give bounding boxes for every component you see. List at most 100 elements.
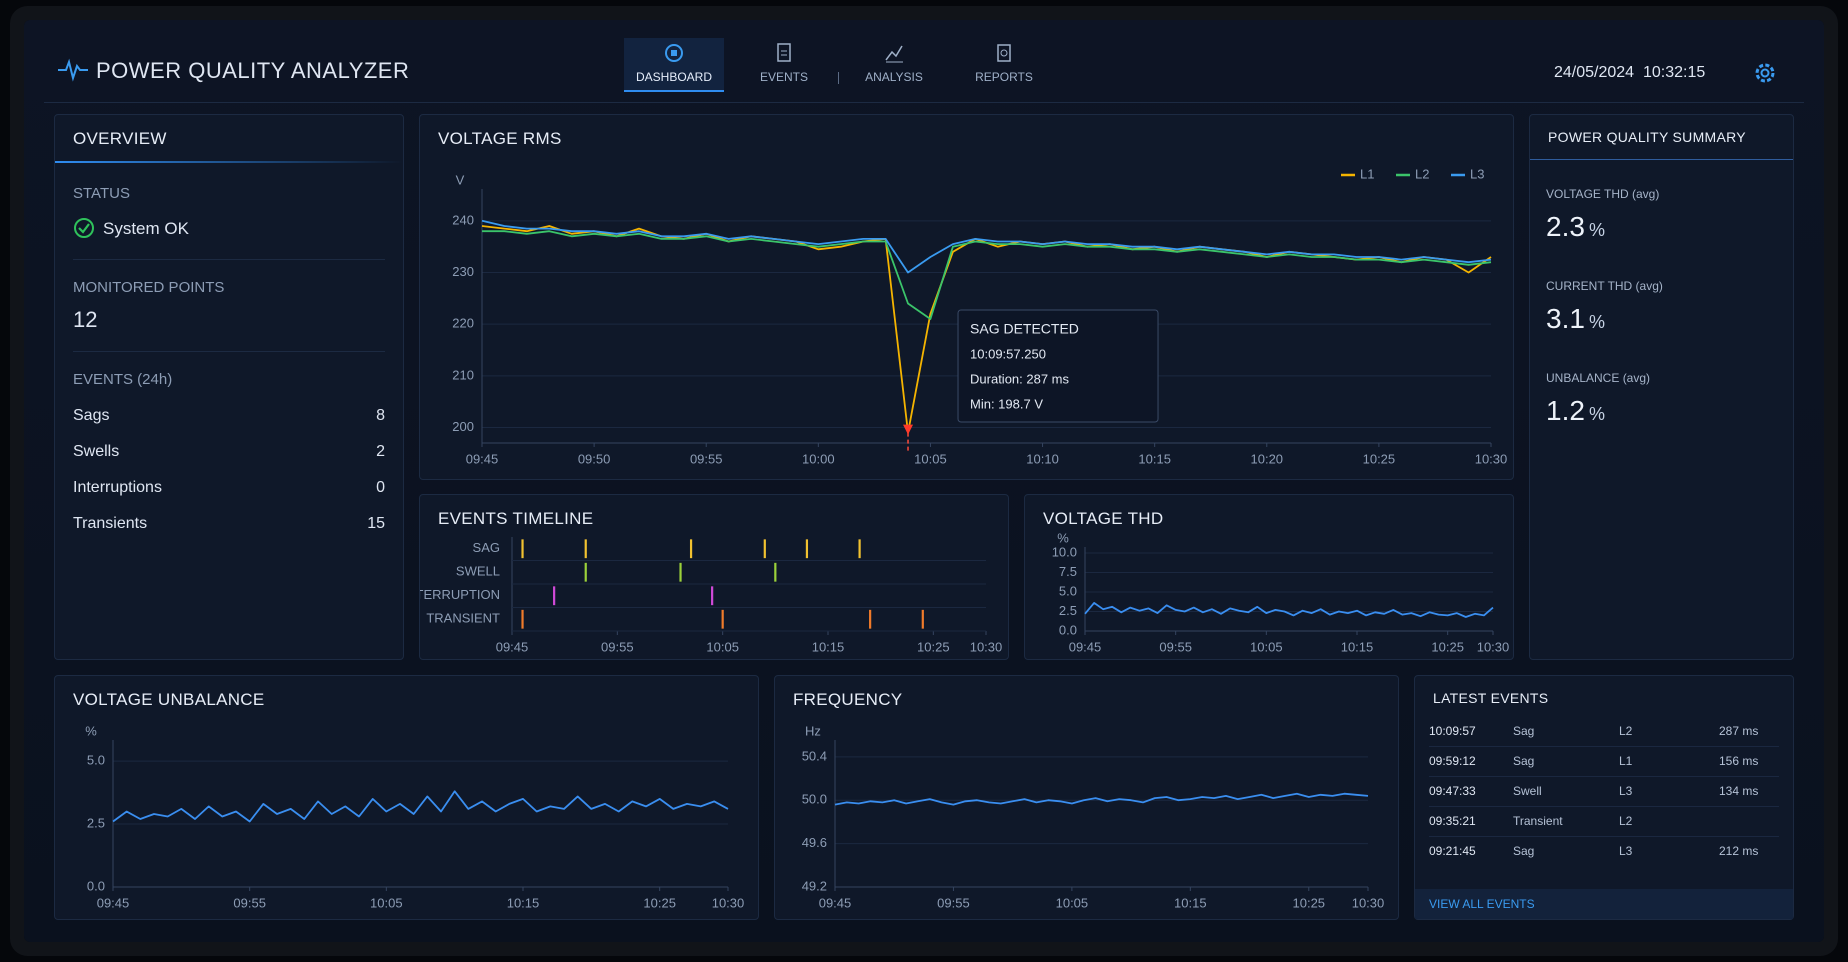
summary-number: 2.3 bbox=[1546, 211, 1585, 242]
tooltip-duration: Duration: 287 ms bbox=[970, 371, 1069, 386]
event-duration: 287 ms bbox=[1719, 724, 1759, 738]
x-tick-label: 10:25 bbox=[1363, 451, 1396, 466]
summary-item: CURRENT THD (avg) 3.1% bbox=[1546, 279, 1663, 335]
nav-label: DASHBOARD bbox=[635, 70, 712, 84]
x-tick-label: 10:00 bbox=[802, 451, 835, 466]
title-underline bbox=[1530, 159, 1793, 160]
status-icon bbox=[74, 218, 94, 238]
status-label: STATUS bbox=[73, 185, 130, 202]
summary-panel: POWER QUALITY SUMMARY VOLTAGE THD (avg) 2… bbox=[1529, 114, 1794, 660]
y-tick-label: 49.2 bbox=[802, 878, 827, 893]
x-tick-label: 10:15 bbox=[1174, 895, 1207, 910]
y-axis-label: Hz bbox=[805, 723, 821, 738]
y-tick-label: 49.6 bbox=[802, 835, 827, 850]
event-row: 10:09:57 Sag L2 287 ms bbox=[1429, 724, 1779, 746]
nav-label: ANALYSIS bbox=[865, 70, 923, 84]
tooltip bbox=[957, 309, 1159, 423]
chart: 09:45 09:50 09:55 10:00 10:05 10:10 10:15 10:20… bbox=[452, 166, 1508, 466]
row-label: SWELL bbox=[456, 564, 500, 579]
y-tick-label: 5.0 bbox=[1059, 583, 1077, 598]
event-time: 09:21:45 bbox=[1429, 844, 1476, 858]
screen: POWER QUALITY ANALYZER DASHBOARD EVENTS … bbox=[24, 20, 1824, 942]
tooltip-time: 10:09:57.250 bbox=[970, 346, 1046, 361]
event-row: Transients 15 bbox=[73, 515, 385, 533]
x-tick-label: 09:45 bbox=[1069, 639, 1102, 654]
summary-unit: % bbox=[1588, 404, 1605, 424]
monitored-value: 12 bbox=[73, 307, 98, 332]
nav-reports[interactable]: REPORTS bbox=[954, 38, 1054, 90]
nav-separator bbox=[838, 72, 839, 84]
panel-title: FREQUENCY bbox=[793, 690, 903, 709]
summary-value: 2.3% bbox=[1546, 211, 1659, 243]
y-tick-label: 50.0 bbox=[802, 792, 827, 807]
panel-title: VOLTAGE THD bbox=[1043, 509, 1164, 528]
x-tick-label: 10:30 bbox=[970, 639, 1003, 654]
nav-events[interactable]: EVENTS bbox=[734, 38, 834, 90]
summary-item: VOLTAGE THD (avg) 2.3% bbox=[1546, 187, 1659, 243]
summary-label: UNBALANCE (avg) bbox=[1546, 371, 1651, 385]
y-tick-label: 2.5 bbox=[1059, 603, 1077, 618]
nav-dashboard[interactable]: DASHBOARD bbox=[624, 38, 724, 92]
x-tick-label: 09:55 bbox=[690, 451, 723, 466]
x-tick-label: 10:30 bbox=[1352, 895, 1385, 910]
voltage-unbalance-panel: VOLTAGE UNBALANCE 09:45 09:55 10:05 10:15 10… bbox=[54, 675, 759, 920]
summary-number: 1.2 bbox=[1546, 395, 1585, 426]
row-divider bbox=[1429, 746, 1779, 747]
nav-icon bbox=[885, 45, 903, 63]
y-tick-label: 200 bbox=[452, 419, 474, 434]
y-tick-label: 0.0 bbox=[1059, 622, 1077, 637]
x-tick-label: 10:05 bbox=[914, 451, 947, 466]
tooltip-title: SAG DETECTED bbox=[970, 321, 1079, 337]
title-underline bbox=[55, 161, 403, 163]
x-tick-label: 09:55 bbox=[937, 895, 970, 910]
x-tick-label: 09:45 bbox=[819, 895, 852, 910]
summary-unit: % bbox=[1588, 220, 1605, 240]
chart: 09:45 09:55 10:05 10:15 10:25 10:30 49.2 49.6 50… bbox=[802, 723, 1385, 910]
event-row: 09:21:45 Sag L3 212 ms bbox=[1429, 844, 1779, 866]
series-line bbox=[482, 230, 1492, 320]
x-tick-label: 10:10 bbox=[1026, 451, 1059, 466]
event-name: Transients bbox=[73, 515, 148, 532]
row-divider bbox=[1429, 806, 1779, 807]
x-tick-label: 10:30 bbox=[1475, 451, 1508, 466]
event-row: Interruptions 0 bbox=[73, 479, 385, 497]
row-label: SAG bbox=[473, 540, 500, 555]
event-phase: L3 bbox=[1619, 844, 1633, 858]
y-tick-label: 0.0 bbox=[87, 878, 105, 893]
event-duration: 134 ms bbox=[1719, 784, 1759, 798]
nav-analysis[interactable]: ANALYSIS bbox=[844, 38, 944, 90]
nav-icon bbox=[777, 43, 791, 62]
voltage-thd-panel: VOLTAGE THD 09:45 09:55 10:05 10:15 10:25 10:… bbox=[1024, 494, 1514, 660]
event-time: 09:35:21 bbox=[1429, 814, 1476, 828]
panel-title: OVERVIEW bbox=[73, 129, 167, 148]
summary-value: 1.2% bbox=[1546, 395, 1650, 427]
y-tick-label: 5.0 bbox=[87, 753, 105, 768]
x-tick-label: 09:45 bbox=[97, 895, 130, 910]
event-phase: L2 bbox=[1619, 724, 1633, 738]
y-tick-label: 50.4 bbox=[802, 748, 827, 763]
y-tick-label: 7.5 bbox=[1059, 564, 1077, 579]
date: 24/05/2024 bbox=[1554, 64, 1635, 81]
x-tick-label: 10:15 bbox=[812, 639, 845, 654]
y-tick-label: 10.0 bbox=[1052, 544, 1077, 559]
sag-marker bbox=[903, 424, 914, 435]
event-name: Swells bbox=[73, 443, 120, 460]
settings-icon[interactable] bbox=[1752, 60, 1778, 86]
event-duration: 156 ms bbox=[1719, 754, 1759, 768]
event-type: Transient bbox=[1513, 814, 1563, 828]
legend-label: L3 bbox=[1470, 166, 1484, 181]
panel-title: EVENTS TIMELINE bbox=[438, 509, 594, 528]
divider bbox=[73, 351, 385, 352]
event-type: Sag bbox=[1513, 844, 1535, 858]
row-divider bbox=[1429, 836, 1779, 837]
legend-label: L2 bbox=[1415, 166, 1429, 181]
event-name: Interruptions bbox=[73, 479, 162, 496]
app-title: POWER QUALITY ANALYZER bbox=[96, 58, 410, 83]
view-all-link[interactable]: VIEW ALL EVENTS bbox=[1429, 897, 1535, 911]
chart: 09:45 09:55 10:05 10:15 10:25 10:30 SAG SWELL IN… bbox=[420, 537, 1003, 654]
datetime: 24/05/2024 10:32:15 bbox=[1554, 64, 1705, 82]
y-tick-label: 230 bbox=[452, 264, 474, 279]
chart: 09:45 09:55 10:05 10:15 10:25 10:30 0.0 2.5 5.0 7… bbox=[1052, 531, 1510, 654]
event-count: 2 bbox=[376, 443, 385, 460]
header-divider bbox=[44, 102, 1804, 103]
